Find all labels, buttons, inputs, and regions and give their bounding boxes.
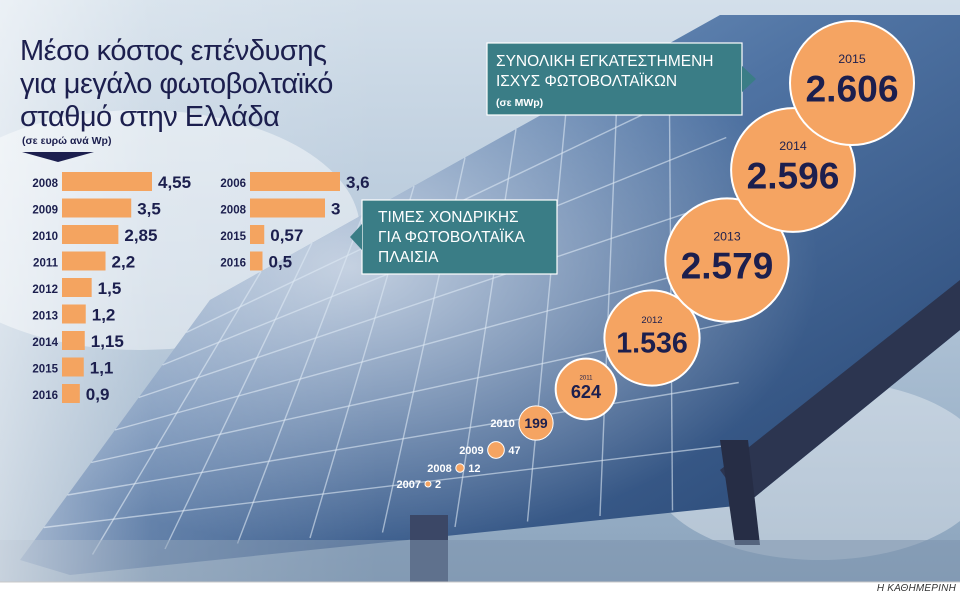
cost-value-label: 3,5 [137,200,161,219]
panel-column-line [526,100,568,522]
cost-value-label: 0,9 [86,385,110,404]
capacity-bubble [455,463,465,473]
capacity-value-label: 12 [468,463,480,475]
capacity-value-label: 2.596 [747,155,840,197]
wholesale-bars: 2006 3,6 2008 3 2015 0,57 2016 0,5 [220,172,370,272]
cost-year-label: 2010 [32,231,58,243]
cost-bars: 2008 4,55 2009 3,5 2010 2,85 2011 2,2 2012 1,5 201… [32,172,191,404]
wholesale-value-label: 0,57 [270,226,303,245]
capacity-box [486,42,743,116]
cost-title-line3: σταθμό στην Ελλάδα [20,101,279,133]
capacity-bubble [487,441,505,459]
cost-year-label: 2009 [32,205,58,217]
cost-bar [62,357,84,377]
panel-column-line [599,71,619,517]
capacity-title-line2: ΙΣΧΥΣ ΦΩΤΟΒΟΛΤΑΪΚΩΝ [496,73,677,90]
cost-value-label: 2,85 [124,226,157,245]
bottom-strip [0,582,960,600]
capacity-value-label: 47 [508,445,520,457]
wholesale-box [361,199,558,275]
capacity-value-label: 624 [571,382,602,402]
cost-year-label: 2012 [32,284,58,296]
cost-year-label: 2013 [32,311,58,323]
capacity-value-label: 2.579 [681,246,774,287]
capacity-title-line1: ΣΥΝΟΛΙΚΗ ΕΓΚΑΤΕΣΤΗΜΕΝΗ [496,53,713,70]
cost-value-label: 1,2 [92,306,116,325]
capacity-year-label: 2009 [459,445,483,457]
panel-column-line [454,128,517,528]
cost-header-pointer-icon [22,152,94,162]
panel-frame [720,280,960,505]
wholesale-bar [250,198,325,218]
source-credit: Η ΚΑΘΗΜΕΡΙΝΗ [876,583,956,594]
cost-year-label: 2008 [32,178,58,190]
cost-value-label: 4,55 [158,173,191,192]
capacity-bubble [664,197,790,323]
cost-value-label: 1,1 [90,359,114,378]
wholesale-title-line1: ΤΙΜΕΣ ΧΟΝΔΡΙΚΗΣ [378,209,519,226]
cost-bar [62,198,132,218]
capacity-bubble [789,20,915,146]
capacity-value-label: 199 [524,415,548,431]
wholesale-bar [250,251,263,271]
cost-bar [62,225,119,244]
cost-unit: (σε ευρώ ανά Wp) [22,135,111,147]
cost-bar [62,278,92,297]
cost-year-label: 2014 [32,337,58,349]
capacity-bubble [518,405,554,441]
wholesale-year-label: 2008 [220,205,246,217]
cost-bar [62,304,86,324]
capacity-bubble [554,357,618,421]
wholesale-bar [250,172,340,191]
cost-bar [62,331,85,350]
wholesale-year-label: 2006 [220,178,246,190]
capacity-pointer-icon [742,66,756,92]
capacity-year-label: 2010 [490,418,514,430]
cost-title-line2: για μεγάλο φωτοβολταϊκό [20,68,333,100]
cost-year-label: 2016 [32,390,58,402]
wholesale-value-label: 0,5 [269,253,293,272]
cost-value-label: 1,5 [98,279,122,298]
capacity-value-label: 2.606 [805,68,898,110]
capacity-year-label: 2014 [779,139,807,153]
support-beam [720,440,760,545]
capacity-year-label: 2007 [397,479,421,491]
wholesale-value-label: 3 [331,200,340,219]
wholesale-year-label: 2016 [220,258,246,270]
cost-bar [62,384,80,403]
cost-title-line1: Μέσο κόστος επένδυσης [20,35,327,67]
capacity-year-label: 2011 [579,374,593,381]
cost-chart-header: Μέσο κόστος επένδυσης για μεγάλο φωτοβολ… [20,35,333,162]
capacity-unit: (σε MWp) [496,97,543,109]
cost-value-label: 1,15 [91,332,124,351]
capacity-title-box: ΣΥΝΟΛΙΚΗ ΕΓΚΑΤΕΣΤΗΜΕΝΗ ΙΣΧΥΣ ΦΩΤΟΒΟΛΤΑΪΚ… [486,42,756,116]
capacity-bubble [603,289,701,387]
cost-bar [62,251,106,271]
cost-year-label: 2015 [32,364,58,376]
wholesale-title-line2: ΓΙΑ ΦΩΤΟΒΟΛΤΑΪΚΑ [378,229,525,246]
capacity-value-label: 1.536 [616,327,688,359]
wholesale-year-label: 2015 [220,231,246,243]
capacity-year-label: 2012 [641,315,662,326]
wholesale-title-box: ΤΙΜΕΣ ΧΟΝΔΡΙΚΗΣ ΓΙΑ ΦΩΤΟΒΟΛΤΑΪΚΑ ΠΛΑΙΣΙΑ [350,199,558,275]
capacity-value-label: 2 [435,479,441,491]
wholesale-value-label: 3,6 [346,173,370,192]
capacity-bubble [424,480,432,488]
wholesale-bar [250,225,265,244]
capacity-year-label: 2015 [838,52,866,66]
cost-value-label: 2,2 [112,253,136,272]
cost-year-label: 2011 [33,258,59,270]
wholesale-title-line3: ΠΛΑΙΣΙΑ [378,249,439,266]
capacity-year-label: 2013 [713,229,741,243]
wholesale-pointer-icon [350,224,362,250]
capacity-year-label: 2008 [427,463,451,475]
cost-bar [62,172,152,191]
